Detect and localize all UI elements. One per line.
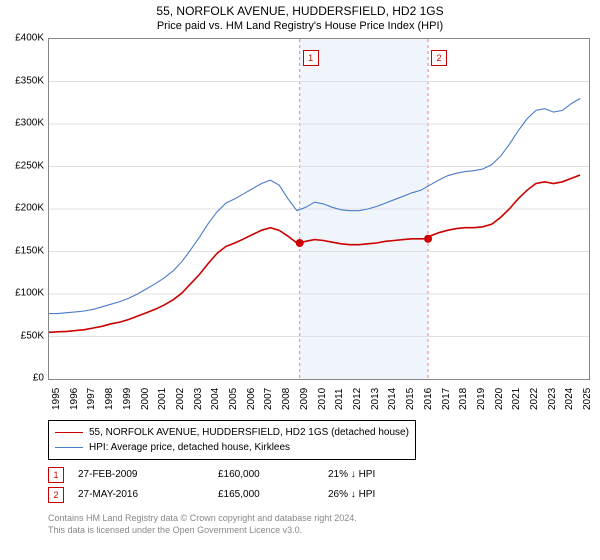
- x-tick-label: 1996: [69, 388, 80, 410]
- x-tick-label: 2025: [582, 388, 593, 410]
- y-tick-label: £200K: [4, 203, 44, 214]
- chart-container: 55, NORFOLK AVENUE, HUDDERSFIELD, HD2 1G…: [0, 0, 600, 560]
- event-index-box: 1: [48, 467, 64, 483]
- y-tick-label: £50K: [4, 330, 44, 341]
- attribution-line: This data is licensed under the Open Gov…: [48, 524, 357, 536]
- event-index-box: 2: [48, 487, 64, 503]
- x-tick-label: 2016: [423, 388, 434, 410]
- legend-label: HPI: Average price, detached house, Kirk…: [89, 442, 290, 453]
- x-tick-label: 2007: [263, 388, 274, 410]
- y-tick-label: £0: [4, 373, 44, 384]
- x-tick-label: 2023: [547, 388, 558, 410]
- legend-swatch: [55, 447, 83, 448]
- y-tick-label: £250K: [4, 160, 44, 171]
- event-dot: [424, 235, 432, 243]
- plot-svg: [49, 39, 589, 379]
- chart-subtitle: Price paid vs. HM Land Registry's House …: [0, 18, 600, 36]
- chart-title: 55, NORFOLK AVENUE, HUDDERSFIELD, HD2 1G…: [0, 0, 600, 18]
- x-tick-label: 1995: [51, 388, 62, 410]
- event-marker-box: 2: [431, 50, 447, 66]
- x-tick-label: 2010: [317, 388, 328, 410]
- y-tick-label: £400K: [4, 33, 44, 44]
- event-row: 2 27-MAY-2016£165,00026% ↓ HPI: [48, 485, 448, 505]
- x-tick-label: 2003: [193, 388, 204, 410]
- x-tick-label: 2024: [564, 388, 575, 410]
- x-tick-label: 2021: [511, 388, 522, 410]
- x-tick-label: 2001: [157, 388, 168, 410]
- x-tick-label: 2008: [281, 388, 292, 410]
- x-tick-label: 2009: [299, 388, 310, 410]
- event-date: 27-MAY-2016: [78, 485, 218, 505]
- event-marker-box: 1: [303, 50, 319, 66]
- y-tick-label: £350K: [4, 75, 44, 86]
- event-row: 1 27-FEB-2009£160,00021% ↓ HPI: [48, 465, 448, 485]
- x-tick-label: 2011: [334, 388, 345, 410]
- events-table: 1 27-FEB-2009£160,00021% ↓ HPI 2 27-MAY-201…: [48, 465, 448, 505]
- legend-swatch: [55, 432, 83, 433]
- event-delta: 26% ↓ HPI: [328, 485, 448, 505]
- y-tick-label: £150K: [4, 245, 44, 256]
- x-tick-label: 2015: [405, 388, 416, 410]
- attribution-line: Contains HM Land Registry data © Crown c…: [48, 512, 357, 524]
- attribution-text: Contains HM Land Registry data © Crown c…: [48, 512, 357, 536]
- x-tick-label: 2022: [529, 388, 540, 410]
- event-price: £160,000: [218, 465, 328, 485]
- x-tick-label: 2005: [228, 388, 239, 410]
- legend-label: 55, NORFOLK AVENUE, HUDDERSFIELD, HD2 1G…: [89, 427, 409, 438]
- x-tick-label: 2019: [476, 388, 487, 410]
- y-tick-label: £100K: [4, 288, 44, 299]
- x-tick-label: 2002: [175, 388, 186, 410]
- x-tick-label: 2012: [352, 388, 363, 410]
- legend: 55, NORFOLK AVENUE, HUDDERSFIELD, HD2 1G…: [48, 420, 416, 460]
- x-tick-label: 2006: [246, 388, 257, 410]
- x-tick-label: 2014: [387, 388, 398, 410]
- x-tick-label: 2000: [140, 388, 151, 410]
- x-tick-label: 2018: [458, 388, 469, 410]
- plot-area: [48, 38, 590, 380]
- event-dot: [296, 239, 304, 247]
- y-tick-label: £300K: [4, 118, 44, 129]
- legend-row: 55, NORFOLK AVENUE, HUDDERSFIELD, HD2 1G…: [55, 425, 409, 440]
- event-delta: 21% ↓ HPI: [328, 465, 448, 485]
- x-tick-label: 2004: [210, 388, 221, 410]
- x-tick-label: 1997: [86, 388, 97, 410]
- x-tick-label: 2017: [441, 388, 452, 410]
- x-tick-label: 1999: [122, 388, 133, 410]
- event-price: £165,000: [218, 485, 328, 505]
- x-tick-label: 2020: [494, 388, 505, 410]
- x-tick-label: 2013: [370, 388, 381, 410]
- legend-row: HPI: Average price, detached house, Kirk…: [55, 440, 409, 455]
- event-date: 27-FEB-2009: [78, 465, 218, 485]
- x-tick-label: 1998: [104, 388, 115, 410]
